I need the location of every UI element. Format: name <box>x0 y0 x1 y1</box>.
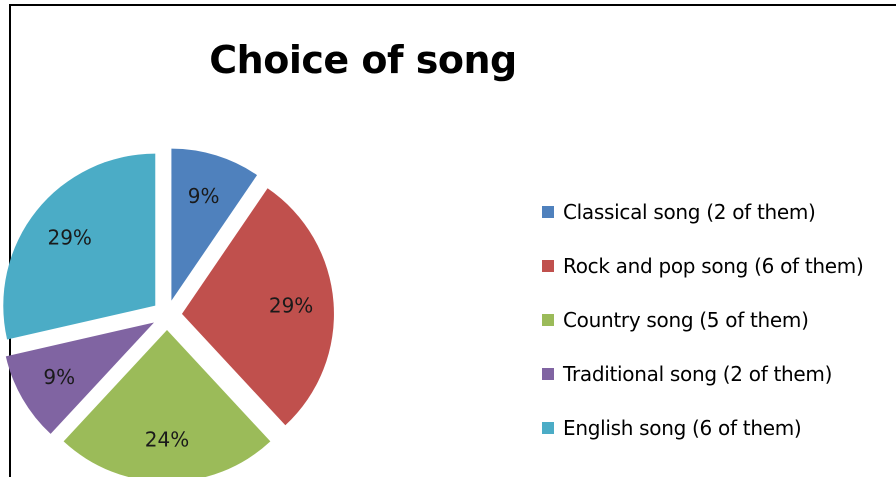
legend-item: Classical song (2 of them) <box>542 197 863 226</box>
legend-item: Traditional song (2 of them) <box>542 359 863 388</box>
slice-percent-label: 9% <box>188 184 220 208</box>
legend-label: Rock and pop song (6 of them) <box>563 253 864 278</box>
legend-swatch <box>542 313 554 326</box>
legend-item: Rock and pop song (6 of them) <box>542 251 864 280</box>
pie-slice <box>181 188 334 426</box>
legend-item: Country song (5 of them) <box>542 305 863 334</box>
slice-percent-label: 29% <box>47 225 91 249</box>
legend-swatch <box>542 205 554 218</box>
legend-label: Traditional song (2 of them) <box>563 361 833 386</box>
legend-swatch <box>542 421 554 434</box>
chart-title: Choice of song <box>209 38 517 82</box>
legend-label: Country song (5 of them) <box>563 307 809 332</box>
legend-swatch <box>542 367 554 380</box>
legend-item: English song (6 of them) <box>542 413 863 442</box>
pie-slice <box>171 148 258 301</box>
pie-slice <box>5 322 155 434</box>
legend-label: Classical song (2 of them) <box>563 199 816 224</box>
legend: Classical song (2 of them) Rock and pop s… <box>542 197 864 467</box>
legend-swatch <box>542 259 554 272</box>
pie-slice <box>3 153 156 340</box>
slice-percent-label: 24% <box>145 427 189 451</box>
pie-slice <box>63 330 271 477</box>
slice-percent-label: 9% <box>43 365 75 389</box>
legend-label: English song (6 of them) <box>563 415 802 440</box>
slice-percent-label: 29% <box>269 294 313 318</box>
